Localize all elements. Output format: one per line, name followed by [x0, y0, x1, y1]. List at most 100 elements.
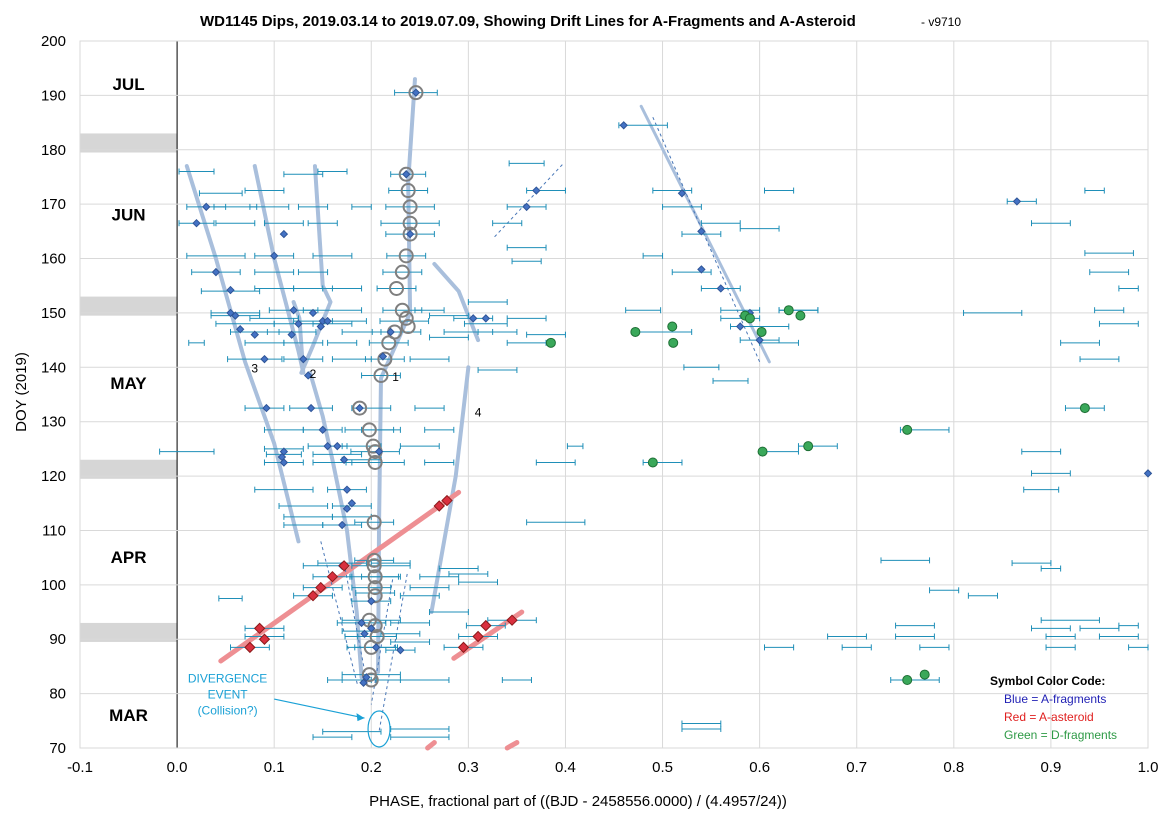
error-bar: [1094, 307, 1125, 314]
blue-point: [697, 227, 706, 236]
error-bar: [526, 331, 566, 338]
divergence-annotation: DIVERGENCE EVENT (Collision?): [188, 672, 391, 748]
error-bar: [297, 203, 329, 210]
blue-point: [357, 618, 366, 628]
error-bar: [625, 307, 662, 314]
ring-marker: [367, 588, 383, 604]
drift-line: [299, 164, 333, 375]
error-bar: [1040, 617, 1100, 624]
error-bar: [283, 171, 324, 178]
month-label: APR: [111, 548, 147, 567]
error-bar: [327, 339, 358, 346]
red-point: [338, 560, 350, 572]
gray-band: [80, 622, 178, 642]
error-bar: [967, 592, 999, 599]
blue-point: [371, 643, 381, 652]
ring-marker: [366, 552, 382, 568]
divergence-ellipse: [367, 710, 391, 748]
red-point: [480, 619, 492, 632]
legend-item: Red = A-asteroid: [1004, 710, 1094, 724]
blue-point: [262, 403, 271, 413]
ring-marker: [373, 367, 389, 383]
green-point: [902, 675, 913, 686]
error-bar: [681, 725, 722, 732]
error-bar: [341, 671, 401, 678]
red-point: [244, 641, 256, 654]
red-point: [441, 494, 453, 507]
chart-version: - v9710: [921, 15, 961, 29]
green-point: [630, 326, 641, 337]
error-bar: [399, 443, 440, 450]
error-bar: [1030, 625, 1071, 632]
error-bar: [890, 677, 940, 684]
error-bar: [1045, 644, 1076, 651]
blue-point: [386, 327, 395, 337]
error-bar: [429, 609, 469, 616]
error-bar: [652, 187, 693, 194]
error-bar: [331, 356, 372, 363]
error-bar: [424, 426, 455, 433]
ring-marker: [400, 319, 416, 335]
blue-point: [226, 285, 235, 295]
error-bar: [361, 372, 401, 379]
error-bar: [227, 356, 283, 363]
lane-label: 2: [310, 367, 317, 381]
error-bar: [712, 377, 749, 384]
error-bar: [763, 644, 795, 651]
green-point: [795, 310, 806, 321]
error-bar: [297, 269, 329, 276]
blue-point: [347, 499, 357, 508]
red-point: [307, 590, 319, 602]
error-bar: [429, 312, 469, 319]
x-tick-label: 0.1: [264, 759, 285, 776]
y-axis-ticks: 70 80 90 100 110 120 130 140 150 160 170 180 190 200: [41, 33, 66, 757]
x-tick-label: 0.0: [167, 759, 188, 776]
error-bar: [841, 644, 872, 651]
error-bar: [1011, 560, 1052, 567]
blue-point: [287, 330, 296, 339]
error-bar: [385, 203, 435, 210]
x-axis-label: PHASE, fractional part of ((BJD - 245855…: [369, 793, 787, 810]
error-bar: [681, 720, 722, 727]
blue-point: [226, 308, 235, 318]
drift-line: [504, 740, 520, 751]
y-axis-label: DOY (2019): [13, 352, 30, 432]
month-label: MAR: [109, 706, 148, 725]
x-tick-label: 0.8: [943, 759, 964, 776]
month-labels: JUL JUN MAY APR MAR: [109, 75, 148, 725]
blue-point: [1143, 469, 1153, 478]
ring-marker: [366, 558, 382, 574]
error-bar: [278, 502, 329, 509]
error-bar: [720, 307, 761, 314]
blue-point: [355, 403, 364, 413]
ring-marker: [367, 454, 383, 470]
blue-point: [532, 186, 541, 195]
green-point: [783, 305, 794, 316]
y-tick-label: 100: [41, 577, 66, 594]
error-bar: [535, 459, 576, 466]
error-bar: [390, 725, 450, 732]
ring-marker: [398, 166, 414, 182]
ring-marker: [377, 351, 393, 367]
error-bar: [683, 364, 720, 371]
ring-marker: [389, 280, 405, 296]
error-bar: [463, 320, 508, 327]
error-bar: [312, 734, 353, 741]
y-tick-label: 160: [41, 251, 66, 268]
blue-point: [260, 354, 269, 364]
error-bar: [215, 220, 256, 227]
blue-point: [342, 485, 352, 494]
blue-point: [250, 330, 259, 339]
ring-marker: [367, 580, 383, 596]
error-bar: [409, 584, 450, 591]
error-bar: [312, 451, 363, 458]
error-bar: [501, 677, 532, 684]
blue-point: [333, 441, 342, 451]
x-tick-label: 0.9: [1040, 759, 1061, 776]
error-bar: [186, 252, 246, 259]
error-bar: [1060, 339, 1100, 346]
lane-label: 3: [251, 362, 258, 376]
red-point: [253, 622, 266, 635]
error-bar: [424, 459, 455, 466]
blue-point: [211, 267, 221, 277]
